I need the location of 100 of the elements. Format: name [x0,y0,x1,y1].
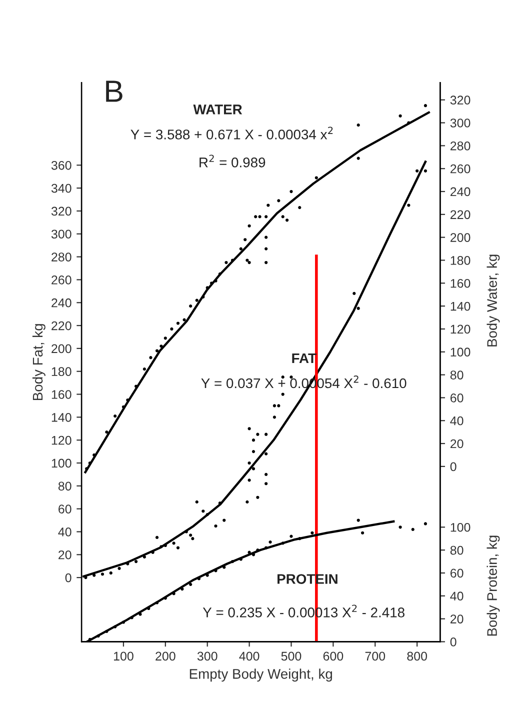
y2-tick-label: 120 [450,324,470,334]
point [244,238,247,242]
y-tick-label: 240 [52,298,72,308]
point [189,304,192,308]
y-tick-label: 360 [51,160,72,170]
point [195,298,198,302]
point [258,215,262,218]
y2-axis-title: Body Water, kg [486,254,500,346]
point [118,566,121,570]
point [277,199,280,202]
point [155,536,159,540]
y-tick-label: 160 [52,390,72,399]
y-tick-label: 340 [51,184,72,193]
point [272,416,276,419]
point [281,392,284,396]
y2-tick-label: 140 [450,302,470,311]
point [268,540,272,544]
y-tick-label: 100 [52,458,72,468]
y2-tick-label: 280 [450,141,470,150]
y2-tick-label: 200 [450,233,470,242]
x-tick-label: 700 [365,652,386,661]
x-tick-label: 400 [239,652,260,661]
point [407,204,410,207]
point [424,169,428,172]
y2-tick-label: 180 [450,256,470,265]
x-axis-title: Empty Body Weight, kg [190,668,332,682]
y2-tick-label: 240 [450,187,470,196]
point [411,528,414,531]
x-tick-label: 100 [114,652,134,661]
y2-tick-label: 160 [450,278,470,288]
point [214,524,218,528]
point [264,432,268,436]
point [164,336,167,340]
y-tick-label: 300 [51,230,72,239]
y-tick-label: 120 [52,436,72,445]
point [264,482,268,486]
x-tick-label: 200 [156,652,176,661]
point [398,114,402,118]
point [134,560,138,564]
point [195,500,198,504]
y2-tick-label: 80 [450,370,464,380]
point [248,427,251,430]
y2-tick-label: 40 [450,416,464,426]
point [149,356,152,360]
y3-tick-label: 20 [450,614,464,624]
y-tick-label: 60 [58,504,72,514]
point [356,124,360,127]
y-tick-label: 0 [65,573,72,582]
x-tick-label: 300 [197,652,218,661]
point [172,542,176,545]
point [290,534,293,538]
y2-tick-label: 100 [450,348,470,357]
point [142,368,146,371]
point [264,247,268,250]
point [114,414,117,418]
y-tick-label: 140 [52,412,72,422]
point [298,206,302,210]
point [264,215,268,218]
point [252,467,256,470]
annotation: R$^{2}$ = 0.989 [200,154,266,168]
x-tick-label: 800 [407,652,428,661]
y-tick-label: 220 [52,321,72,330]
y-tick-label: 260 [52,276,72,284]
point [352,292,356,296]
y2-tick-label: 20 [450,439,464,448]
x-tick-label: 600 [323,652,344,661]
point [286,218,289,222]
x-tick-label: 500 [281,652,302,661]
point [264,472,268,476]
point [182,318,186,322]
point [246,500,249,504]
y-axis-title: Body Fat, kg [32,324,46,400]
annotation: WATER [193,104,242,114]
point [281,215,284,218]
y-tick-label: 320 [51,206,72,216]
y3-tick-label: 60 [450,568,464,578]
point [252,438,256,442]
point [277,404,280,408]
point [272,404,276,408]
point [224,260,228,264]
y2-tick-label: 0 [450,462,456,472]
y3-tick-label: 40 [450,592,464,601]
point [176,546,180,550]
y2-tick-label: 260 [450,164,470,174]
point [202,510,205,513]
point [361,531,364,534]
point [222,518,226,522]
point [281,376,284,379]
point [189,534,192,537]
point [256,496,260,499]
y2-tick-label: 300 [450,118,470,128]
point [256,432,260,436]
point [424,104,428,108]
point [314,176,318,180]
point [254,215,258,218]
point [356,156,360,160]
y-tick-label: 200 [52,344,72,354]
point [189,582,192,586]
point [424,522,428,526]
y-tick-label: 280 [52,252,72,262]
